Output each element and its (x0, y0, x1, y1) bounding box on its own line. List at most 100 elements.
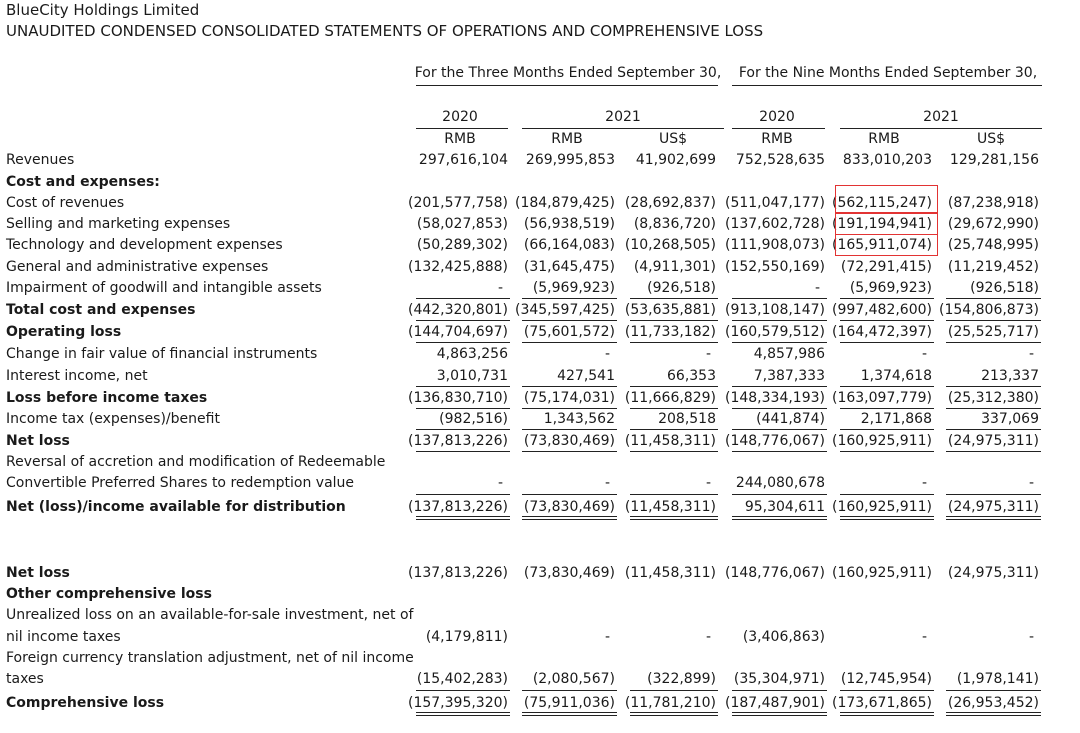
total-rule (630, 715, 718, 716)
row-value: (12,745,954) (840, 671, 932, 687)
row-value: (345,597,425) (515, 302, 615, 318)
row-value: - (604, 629, 610, 645)
total-rule (732, 298, 827, 299)
row-value: (160,925,911) (832, 499, 932, 515)
row-value: 129,281,156 (949, 152, 1039, 168)
row-value: 2,171,868 (860, 411, 932, 427)
row-value: 427,541 (557, 368, 615, 384)
row-value: - (1028, 475, 1034, 491)
currency-header: US$ (976, 131, 1006, 147)
row-value: (132,425,888) (408, 259, 508, 275)
total-rule (416, 715, 510, 716)
row-value: - (705, 475, 711, 491)
total-rule (630, 451, 718, 452)
row-label: Net loss (6, 433, 70, 449)
total-rule (732, 516, 827, 517)
row-value: (28,692,837) (624, 195, 716, 211)
row-value: 4,863,256 (436, 346, 508, 362)
row-value: (163,097,779) (832, 390, 932, 406)
row-value: 41,902,699 (635, 152, 716, 168)
year-header: 2021 (923, 109, 959, 125)
row-value: (157,395,320) (408, 695, 508, 711)
total-rule (732, 342, 827, 343)
row-value: (148,776,067) (725, 565, 825, 581)
row-value: - (1028, 629, 1034, 645)
currency-header: RMB (444, 131, 476, 147)
total-rule (522, 494, 617, 495)
row-label: Loss before income taxes (6, 390, 208, 406)
row-value: 752,528,635 (735, 152, 825, 168)
year-header: 2020 (759, 109, 795, 125)
total-rule (732, 451, 827, 452)
total-rule (840, 690, 934, 691)
total-rule (630, 320, 718, 321)
total-rule (946, 494, 1041, 495)
row-label: Convertible Preferred Shares to redempti… (6, 475, 355, 491)
total-rule (840, 494, 934, 495)
total-rule (416, 429, 510, 430)
year-header-rule (522, 128, 724, 129)
row-label: Reversal of accretion and modification o… (6, 454, 386, 470)
row-label: Total cost and expenses (6, 302, 196, 318)
row-value: (73,830,469) (523, 565, 615, 581)
row-value: (72,291,415) (840, 259, 932, 275)
row-value: (913,108,147) (725, 302, 825, 318)
row-value: 833,010,203 (842, 152, 932, 168)
total-rule (416, 712, 510, 713)
total-rule (630, 712, 718, 713)
total-rule (732, 429, 827, 430)
total-rule (522, 408, 617, 409)
total-rule (840, 429, 934, 430)
total-rule (840, 298, 934, 299)
total-rule (522, 386, 617, 387)
total-rule (946, 451, 1041, 452)
total-rule (630, 690, 718, 691)
row-value: (11,458,311) (624, 499, 716, 515)
row-value: (11,733,182) (624, 324, 716, 340)
row-value: (160,925,911) (832, 433, 932, 449)
total-rule (630, 408, 718, 409)
row-value: 7,387,333 (753, 368, 825, 384)
row-value: (75,601,572) (523, 324, 615, 340)
total-rule (630, 386, 718, 387)
row-value: (144,704,697) (408, 324, 508, 340)
row-value: (982,516) (439, 411, 508, 427)
row-value: - (814, 280, 820, 296)
total-rule (416, 298, 510, 299)
row-value: (137,813,226) (408, 433, 508, 449)
total-rule (630, 519, 718, 520)
row-label: taxes (6, 671, 44, 687)
period-header: For the Nine Months Ended September 30, (738, 65, 1038, 81)
total-rule (522, 715, 617, 716)
year-header-rule (416, 128, 508, 129)
total-rule (522, 429, 617, 430)
row-value: (997,482,600) (832, 302, 932, 318)
total-rule (840, 451, 934, 452)
row-value: (4,911,301) (633, 259, 716, 275)
total-rule (946, 712, 1041, 713)
row-value: (73,830,469) (523, 499, 615, 515)
year-header-rule (732, 128, 825, 129)
row-value: (926,518) (647, 280, 716, 296)
total-rule (522, 516, 617, 517)
row-value: (24,975,311) (947, 499, 1039, 515)
total-rule (416, 408, 510, 409)
total-rule (840, 516, 934, 517)
total-rule (416, 320, 510, 321)
total-rule (522, 712, 617, 713)
row-label: Foreign currency translation adjustment,… (6, 650, 414, 666)
total-rule (522, 690, 617, 691)
total-rule (416, 690, 510, 691)
row-value: (187,487,901) (725, 695, 825, 711)
row-label: Interest income, net (6, 368, 148, 384)
row-label: Change in fair value of financial instru… (6, 346, 318, 362)
total-rule (416, 386, 510, 387)
total-rule (946, 386, 1041, 387)
row-value: (3,406,863) (742, 629, 825, 645)
row-label: Net (loss)/income available for distribu… (6, 499, 346, 515)
row-label: Cost of revenues (6, 195, 125, 211)
row-value: - (604, 346, 610, 362)
total-rule (416, 494, 510, 495)
total-rule (522, 451, 617, 452)
row-label: nil income taxes (6, 629, 121, 645)
